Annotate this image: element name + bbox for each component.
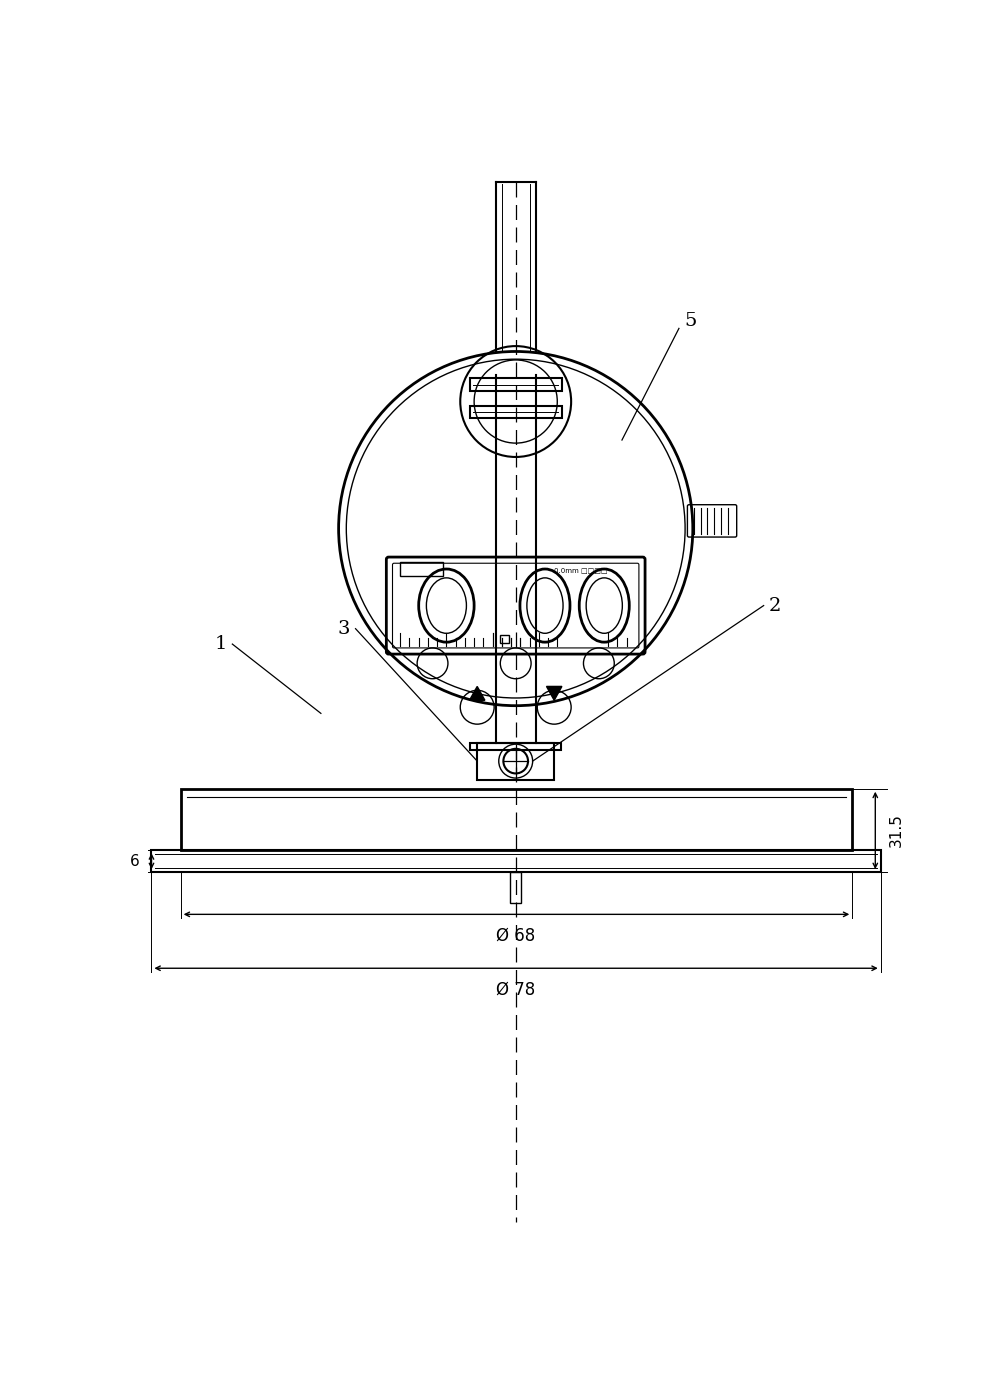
Text: 1: 1: [214, 635, 227, 653]
Bar: [470, 743, 561, 750]
Polygon shape: [547, 686, 562, 700]
Bar: [180, 789, 852, 850]
Text: 3: 3: [337, 619, 350, 638]
Text: 5: 5: [685, 311, 697, 329]
Bar: [400, 563, 442, 576]
Bar: [151, 850, 881, 872]
Text: 31.5: 31.5: [889, 814, 904, 847]
Bar: [511, 872, 521, 903]
Text: 2: 2: [769, 597, 781, 614]
Text: Ø 68: Ø 68: [496, 926, 536, 945]
Bar: [477, 743, 554, 779]
Bar: [499, 635, 509, 643]
Text: 6: 6: [130, 854, 139, 868]
Bar: [469, 406, 562, 418]
Polygon shape: [469, 686, 485, 700]
Text: 0.0mm □□□□: 0.0mm □□□□: [554, 567, 607, 574]
Text: Ø 78: Ø 78: [496, 981, 536, 999]
Bar: [469, 378, 562, 390]
